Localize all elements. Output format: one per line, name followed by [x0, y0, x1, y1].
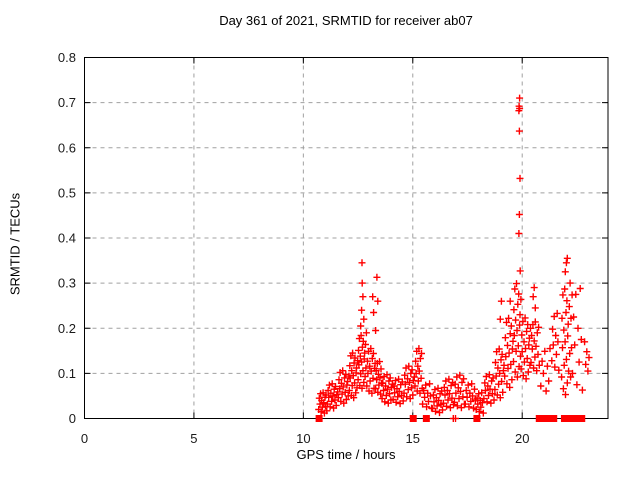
x-tick-label: 20 — [515, 431, 529, 446]
x-tick-label: 0 — [81, 431, 88, 446]
data-point-square — [409, 415, 417, 422]
y-tick-label: 0.1 — [58, 366, 76, 381]
data-point-square — [578, 415, 586, 422]
gridlines — [84, 57, 608, 419]
data-point-square — [546, 415, 554, 422]
y-tick-label: 0.6 — [58, 140, 76, 155]
data-point-square — [550, 415, 558, 422]
y-tick-label: 0.7 — [58, 95, 76, 110]
data-point-square — [473, 415, 481, 422]
scatter-points — [315, 94, 593, 422]
data-point-square — [539, 415, 547, 422]
data-point-square — [571, 415, 579, 422]
data-point-square — [566, 415, 574, 422]
data-point-square — [422, 415, 430, 422]
y-tick-label: 0.8 — [58, 50, 76, 65]
scatter-zero-squares — [315, 415, 586, 422]
y-tick-label: 0.4 — [58, 231, 76, 246]
y-tick-label: 0 — [69, 411, 76, 426]
data-point-square — [560, 415, 568, 422]
y-tick-label: 0.3 — [58, 276, 76, 291]
x-tick-label: 15 — [406, 431, 420, 446]
chart-title: Day 361 of 2021, SRMTID for receiver ab0… — [219, 13, 473, 28]
x-tick-label: 10 — [296, 431, 310, 446]
y-tick-label: 0.5 — [58, 185, 76, 200]
x-axis-label: GPS time / hours — [296, 447, 396, 462]
data-point-square — [315, 415, 323, 422]
data-point-square — [535, 415, 543, 422]
x-tick-label: 5 — [190, 431, 197, 446]
y-tick-label: 0.2 — [58, 321, 76, 336]
